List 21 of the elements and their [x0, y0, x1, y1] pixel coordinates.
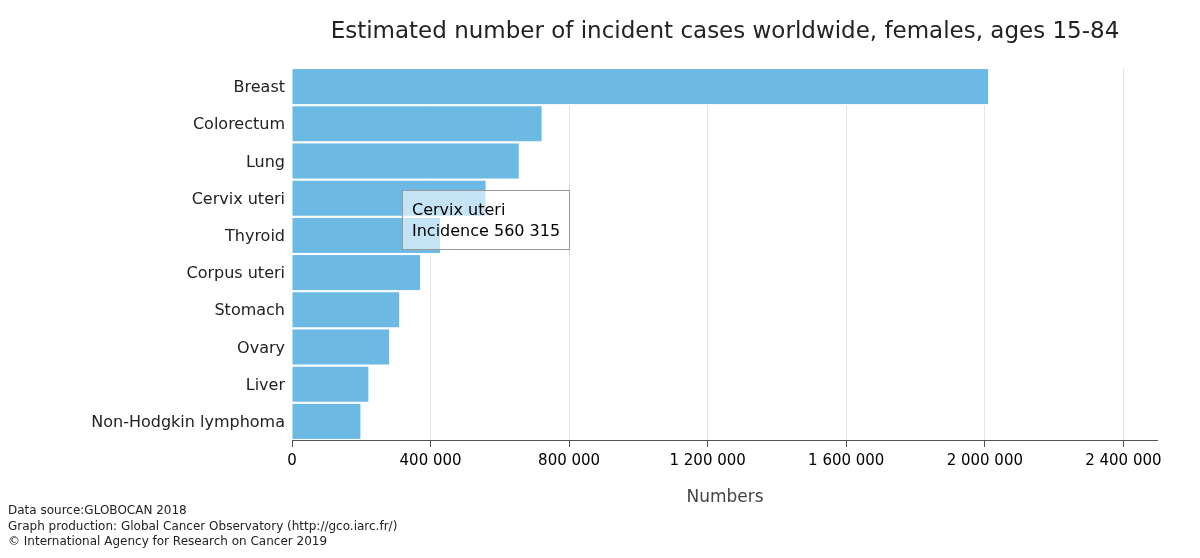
y-tick-label: Corpus uteri	[186, 263, 285, 283]
y-tick-label: Lung	[245, 151, 285, 171]
x-tick-label: 2 000 000	[946, 451, 1023, 469]
annotation: Cervix uteri Incidence 560 315	[412, 200, 561, 240]
x-tick-label: 800 000	[538, 451, 601, 469]
x-axis-title: Numbers	[686, 486, 764, 507]
y-tick-label: Breast	[233, 77, 285, 97]
x-tick-label: 0	[287, 451, 297, 469]
y-tick-label: Thyroid	[224, 226, 285, 245]
y-tick-label: Ovary	[237, 337, 285, 357]
chart-title: Estimated number of incident cases worldwide, females, ages 15-84	[330, 17, 1120, 44]
x-tick-label: 400 000	[399, 451, 462, 469]
y-tick-label: Cervix uteri	[191, 188, 285, 208]
y-tick-label: Non-Hodgkin lymphoma	[91, 412, 285, 431]
y-tick-label: Liver	[245, 374, 286, 394]
y-tick-label: Stomach	[214, 300, 285, 320]
x-tick-label: 1 200 000	[669, 451, 746, 469]
x-tick-label: 2 400 000	[1085, 451, 1162, 469]
source-note: Data source:GLOBOCAN 2018 Graph production: Global Cancer Observatory (http://gco.iarc.fr/) © International Agency for Research on Cancer 2019	[8, 503, 398, 549]
y-tick-label: Colorectum	[192, 114, 285, 134]
x-tick-label: 1 600 000	[808, 451, 885, 469]
